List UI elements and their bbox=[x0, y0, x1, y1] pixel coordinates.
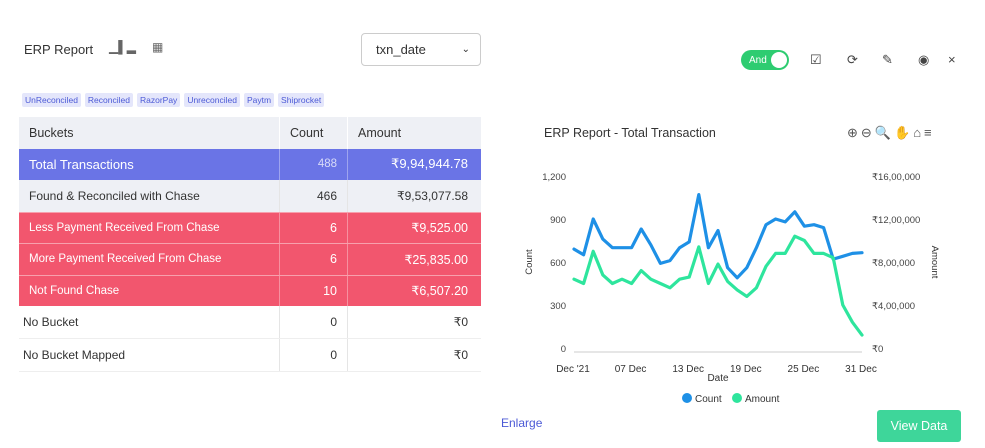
bucket-name: Less Payment Received From Chase bbox=[29, 221, 220, 234]
menu-icon[interactable]: ≡ bbox=[924, 125, 932, 140]
bucket-name: Total Transactions bbox=[29, 156, 134, 172]
y-left-tick-label: 0 bbox=[561, 344, 566, 355]
bucket-name: More Payment Received From Chase bbox=[29, 253, 222, 266]
enlarge-link[interactable]: Enlarge bbox=[501, 416, 543, 430]
bucket-count: 0 bbox=[279, 306, 347, 338]
report-title: ERP Report bbox=[24, 42, 94, 57]
eye-icon[interactable]: ◉ bbox=[918, 52, 930, 67]
toggle-knob bbox=[771, 52, 787, 68]
checkbox-icon[interactable]: ☑ bbox=[810, 52, 822, 67]
bar-chart-icon[interactable]: ▁▌▂ bbox=[109, 40, 136, 54]
date-field-select[interactable]: txn_date ⌄ bbox=[361, 33, 481, 66]
legend-label-count: Count bbox=[695, 394, 722, 405]
bucket-amount: ₹0 bbox=[347, 306, 481, 338]
home-icon[interactable]: ⌂ bbox=[913, 125, 922, 140]
buckets-table: Buckets Count Amount Total Transactions … bbox=[19, 117, 481, 372]
bucket-amount: ₹25,835.00 bbox=[347, 244, 481, 275]
zoom-in-icon[interactable]: ⊕ bbox=[847, 125, 858, 140]
series-line-amount bbox=[572, 234, 864, 337]
y-right-tick-label: ₹4,00,000 bbox=[872, 301, 915, 312]
legend-label-amount: Amount bbox=[745, 394, 780, 405]
bucket-count: 6 bbox=[279, 244, 347, 275]
zoom-select-icon[interactable]: 🔍 bbox=[874, 125, 891, 140]
y-left-tick-label: 900 bbox=[550, 215, 566, 226]
bucket-count: 466 bbox=[279, 180, 347, 212]
bucket-amount: ₹6,507.20 bbox=[347, 275, 481, 306]
bucket-count: 488 bbox=[279, 148, 347, 180]
bucket-amount: ₹0 bbox=[347, 339, 481, 371]
y-left-axis-label: Count bbox=[524, 249, 535, 275]
y-left-tick-label: 1,200 bbox=[542, 172, 566, 183]
zoom-out-icon[interactable]: ⊖ bbox=[860, 125, 872, 140]
bucket-count: 0 bbox=[279, 339, 347, 371]
table-header-row: Buckets Count Amount bbox=[19, 117, 481, 149]
header-amount[interactable]: Amount bbox=[347, 117, 481, 149]
y-right-tick-label: ₹12,00,000 bbox=[872, 215, 920, 226]
x-tick-label: Dec '21 bbox=[556, 364, 590, 375]
bucket-amount: ₹9,53,077.58 bbox=[347, 180, 481, 212]
bucket-count: 10 bbox=[279, 275, 347, 306]
chip-razorpay[interactable]: RazorPay bbox=[136, 93, 181, 107]
bucket-name: Not Found Chase bbox=[29, 284, 120, 297]
x-tick-label: 13 Dec bbox=[672, 364, 704, 375]
table-row[interactable]: Total Transactions 488 ₹9,94,944.78 bbox=[19, 148, 481, 180]
table-row[interactable]: No Bucket Mapped 0 ₹0 bbox=[19, 339, 481, 372]
bucket-amount: ₹9,94,944.78 bbox=[347, 148, 481, 180]
table-row[interactable]: No Bucket 0 ₹0 bbox=[19, 306, 481, 339]
toggle-label: And bbox=[749, 54, 767, 66]
table-row[interactable]: More Payment Received From Chase 6 ₹25,8… bbox=[19, 243, 481, 275]
bucket-name: No Bucket Mapped bbox=[23, 348, 126, 362]
y-right-tick-label: ₹0 bbox=[872, 344, 883, 355]
y-left-tick-label: 600 bbox=[550, 258, 566, 269]
chip-paytm[interactable]: Paytm bbox=[243, 93, 275, 107]
y-right-tick-label: ₹16,00,000 bbox=[872, 172, 920, 183]
chip-unreconciled-2[interactable]: Unreconciled bbox=[184, 93, 240, 107]
filter-chips: UnReconciled Reconciled RazorPay Unrecon… bbox=[22, 93, 325, 107]
y-right-axis-label: Amount bbox=[929, 246, 940, 279]
chip-shiprocket[interactable]: Shiprocket bbox=[278, 93, 325, 107]
legend-marker-count bbox=[682, 393, 692, 403]
bucket-count: 6 bbox=[279, 212, 347, 243]
x-tick-label: 07 Dec bbox=[615, 364, 647, 375]
table-row[interactable]: Found & Reconciled with Chase 466 ₹9,53,… bbox=[19, 180, 481, 212]
y-right-tick-label: ₹8,00,000 bbox=[872, 258, 915, 269]
table-row[interactable]: Less Payment Received From Chase 6 ₹9,52… bbox=[19, 211, 481, 243]
pan-icon[interactable]: ✋ bbox=[894, 125, 911, 140]
y-left-tick-label: 300 bbox=[550, 301, 566, 312]
chip-reconciled[interactable]: Reconciled bbox=[84, 93, 133, 107]
x-axis-label: Date bbox=[707, 373, 729, 384]
bucket-amount: ₹9,525.00 bbox=[347, 212, 481, 243]
chart-title: ERP Report - Total Transaction bbox=[544, 126, 716, 140]
x-tick-label: 19 Dec bbox=[730, 364, 762, 375]
edit-pencil-icon[interactable]: ✎ bbox=[882, 52, 893, 67]
x-tick-label: 25 Dec bbox=[788, 364, 820, 375]
table-row[interactable]: Not Found Chase 10 ₹6,507.20 bbox=[19, 274, 481, 306]
bucket-name: Found & Reconciled with Chase bbox=[29, 188, 200, 203]
date-field-select-value: txn_date bbox=[376, 42, 426, 57]
series-line-count bbox=[572, 193, 864, 280]
close-icon[interactable]: × bbox=[948, 52, 956, 67]
refresh-icon[interactable]: ⟳ bbox=[847, 52, 858, 67]
chevron-down-icon: ⌄ bbox=[461, 44, 470, 55]
legend-marker-amount bbox=[732, 393, 742, 403]
and-or-toggle[interactable]: And bbox=[741, 50, 789, 70]
bucket-name: No Bucket bbox=[23, 315, 79, 329]
header-count[interactable]: Count bbox=[279, 117, 347, 149]
view-data-button[interactable]: View Data bbox=[877, 410, 961, 442]
chip-unreconciled[interactable]: UnReconciled bbox=[22, 93, 81, 107]
chart-toolbar: ⊕ ⊖ 🔍 ✋ ⌂ ≡ bbox=[847, 125, 932, 141]
x-tick-label: 31 Dec bbox=[845, 364, 877, 375]
header-buckets[interactable]: Buckets bbox=[29, 125, 74, 140]
table-grid-icon[interactable]: ▦ bbox=[152, 40, 164, 54]
